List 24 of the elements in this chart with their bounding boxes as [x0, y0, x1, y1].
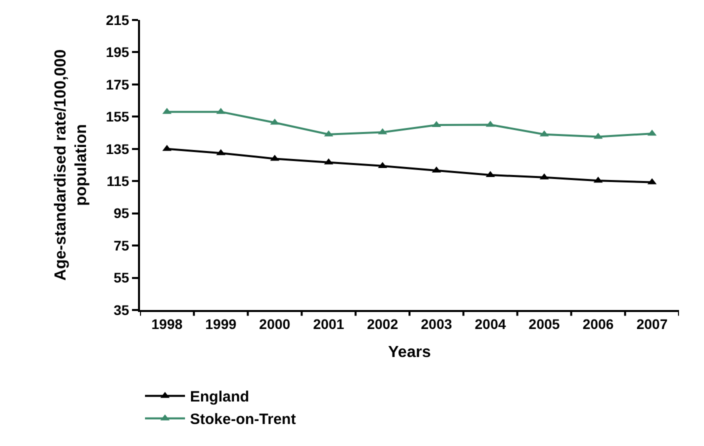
- y-tick-label: 55: [114, 270, 130, 286]
- x-tick-label: 2004: [474, 316, 506, 332]
- y-tick-label: 175: [106, 76, 130, 92]
- y-tick-label: 95: [114, 205, 130, 222]
- x-axis-title: Years: [388, 344, 431, 361]
- x-tick-label: 1998: [151, 316, 183, 332]
- x-tick-label: 2001: [313, 316, 344, 332]
- x-tick-label: 2003: [420, 316, 452, 332]
- y-tick-label: 75: [114, 237, 130, 254]
- legend-label: Stoke-on-Trent: [190, 411, 296, 428]
- x-tick-label: 2002: [366, 316, 398, 332]
- y-axis-title: Age-standardised rate/100,000 population: [52, 49, 90, 281]
- y-tick-label: 135: [106, 140, 130, 157]
- x-tick-label: 2006: [582, 316, 614, 332]
- y-tick-label: 115: [106, 173, 130, 190]
- y-tick-label: 155: [106, 108, 130, 125]
- x-tick-label: 1999: [205, 316, 237, 332]
- y-tick-label: 215: [106, 12, 130, 28]
- legend-label: England: [190, 388, 250, 406]
- x-tick-label: 2007: [636, 316, 668, 332]
- y-tick-label: 195: [106, 44, 130, 60]
- x-tick-label: 2000: [259, 316, 291, 332]
- y-tick-label: 35: [114, 302, 130, 318]
- x-tick-label: 2005: [528, 316, 560, 332]
